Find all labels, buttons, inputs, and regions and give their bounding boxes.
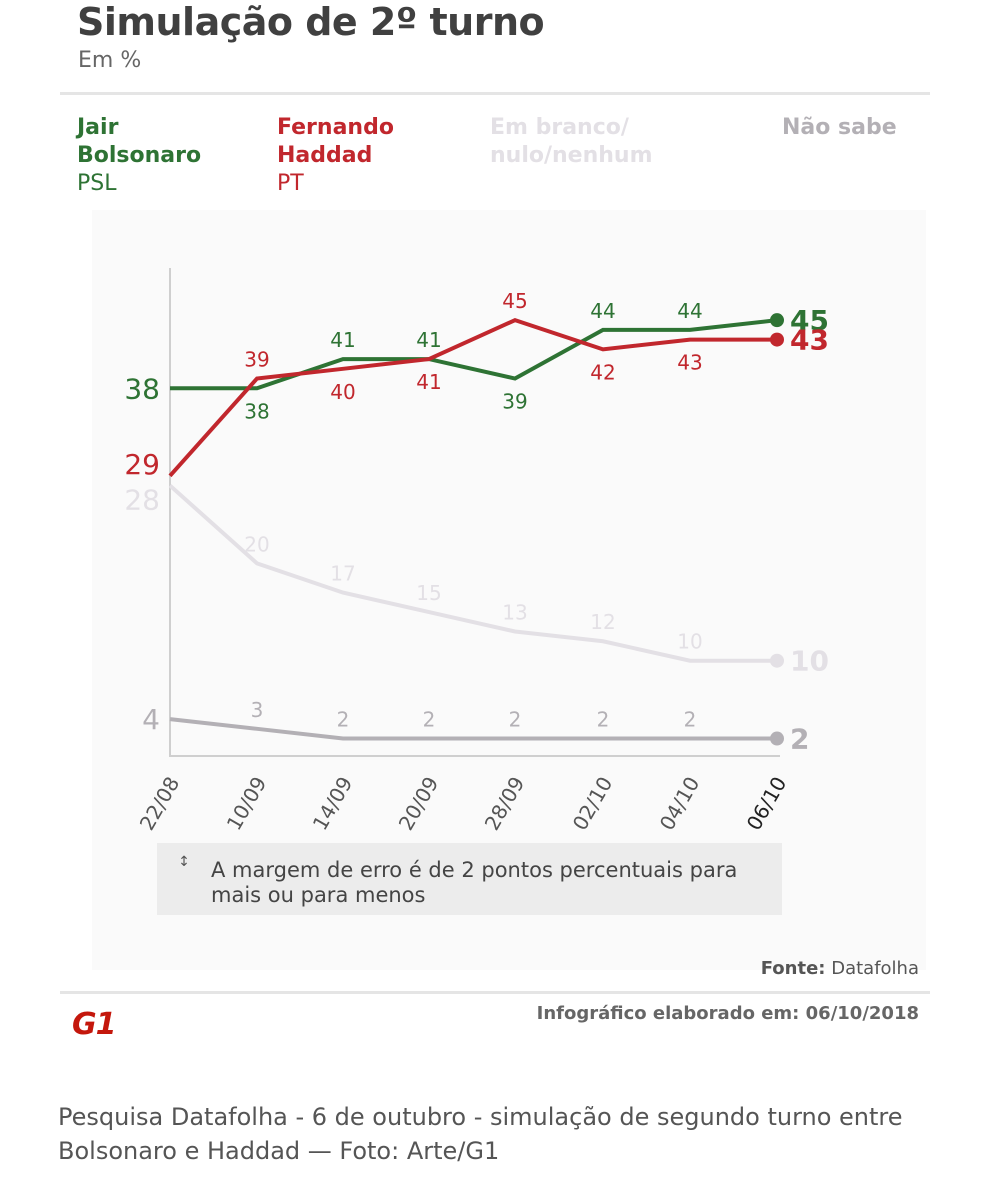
created-date: Infográfico elaborado em: 06/10/2018 bbox=[536, 1003, 919, 1024]
x-tick-label: 20/09 bbox=[394, 773, 444, 835]
bolsonaro-value-label: 44 bbox=[677, 299, 702, 323]
source-value: Datafolha bbox=[831, 958, 919, 979]
blank-null-end-point bbox=[770, 653, 784, 668]
blank-null-value-label: 15 bbox=[416, 581, 441, 605]
dont-know-line bbox=[169, 717, 777, 741]
haddad-value-label: 43 bbox=[677, 351, 702, 375]
blank-null-line bbox=[168, 484, 777, 663]
legend-blank-null: Em branco/ nulo/nenhum bbox=[490, 114, 653, 170]
x-tick-label: 14/09 bbox=[308, 773, 358, 835]
legend-dont-know: Não sabe bbox=[782, 114, 897, 142]
x-tick-label: 04/10 bbox=[655, 773, 705, 835]
x-tick-label: 22/08 bbox=[135, 773, 185, 835]
blank-null-value-label: 20 bbox=[244, 532, 269, 556]
x-tick-label: 10/09 bbox=[222, 773, 272, 835]
margin-of-error-text: A margem de erro é de 2 pontos percentua… bbox=[211, 858, 738, 907]
line-chart: 22/08 10/09 14/09 20/09 28/09 02/10 04/10 06/10… bbox=[124, 268, 829, 835]
bolsonaro-value-label: 39 bbox=[502, 390, 527, 414]
bolsonaro-value-label: 44 bbox=[590, 299, 615, 323]
bottom-divider bbox=[60, 991, 930, 994]
chart-subtitle: Em % bbox=[78, 48, 142, 73]
haddad-end-point bbox=[770, 332, 784, 347]
dont-know-value-label: 2 bbox=[509, 708, 522, 732]
haddad-value-label: 39 bbox=[244, 348, 269, 372]
dont-know-value-label: 2 bbox=[684, 708, 697, 732]
bolsonaro-value-label: 45 bbox=[790, 304, 829, 337]
dont-know-end-point bbox=[770, 731, 784, 746]
legend-blank-null-name: Em branco/ nulo/nenhum bbox=[490, 115, 653, 168]
top-divider bbox=[60, 92, 930, 95]
legend-dont-know-name: Não sabe bbox=[782, 115, 897, 140]
legend-bolsonaro-name: Jair Bolsonaro bbox=[77, 115, 202, 168]
source-credit: Fonte: Datafolha bbox=[761, 958, 919, 979]
x-tick-label: 06/10 bbox=[742, 773, 792, 835]
haddad-value-label: 43 bbox=[790, 324, 829, 357]
photo-caption: Pesquisa Datafolha - 6 de outubro - simu… bbox=[58, 1103, 903, 1165]
margin-of-error-box bbox=[157, 843, 782, 915]
bolsonaro-value-label: 38 bbox=[244, 399, 269, 423]
dont-know-value-label: 3 bbox=[251, 698, 264, 722]
dont-know-value-label: 2 bbox=[423, 708, 436, 732]
legend-bolsonaro: Jair Bolsonaro PSL bbox=[77, 114, 201, 198]
dont-know-value-label: 2 bbox=[337, 708, 350, 732]
blank-null-value-label: 28 bbox=[124, 484, 160, 517]
bolsonaro-end-point bbox=[770, 313, 784, 328]
dont-know-value-label: 4 bbox=[142, 703, 160, 736]
g1-logo: G1 bbox=[72, 1007, 117, 1042]
blank-null-value-label: 13 bbox=[502, 601, 527, 625]
legend-haddad: Fernando Haddad PT bbox=[277, 114, 394, 198]
legend-bolsonaro-party: PSL bbox=[77, 171, 117, 196]
chart-title: Simulação de 2º turno bbox=[77, 0, 545, 44]
source-label: Fonte: bbox=[760, 958, 826, 979]
bolsonaro-value-label: 38 bbox=[124, 372, 160, 405]
x-tick-label: 02/10 bbox=[568, 773, 618, 835]
haddad-line bbox=[168, 318, 777, 478]
bolsonaro-value-label: 41 bbox=[330, 328, 355, 352]
dont-know-value-label: 2 bbox=[597, 708, 610, 732]
haddad-value-label: 40 bbox=[330, 380, 355, 404]
haddad-value-label: 45 bbox=[502, 289, 527, 313]
haddad-value-label: 29 bbox=[124, 448, 160, 481]
blank-null-value-label: 10 bbox=[790, 645, 829, 678]
haddad-value-label: 41 bbox=[416, 370, 441, 394]
blank-null-value-label: 10 bbox=[677, 630, 702, 654]
dont-know-value-label: 2 bbox=[790, 723, 809, 756]
bolsonaro-value-label: 41 bbox=[416, 328, 441, 352]
legend-haddad-name: Fernando Haddad bbox=[277, 115, 394, 168]
margin-of-error-icon: ↕ bbox=[178, 854, 190, 870]
blank-null-value-label: 12 bbox=[590, 610, 615, 634]
haddad-value-label: 42 bbox=[590, 360, 615, 384]
x-tick-label: 28/09 bbox=[480, 773, 530, 835]
blank-null-value-label: 17 bbox=[330, 562, 355, 586]
legend-haddad-party: PT bbox=[277, 171, 304, 196]
bolsonaro-line bbox=[170, 318, 778, 391]
